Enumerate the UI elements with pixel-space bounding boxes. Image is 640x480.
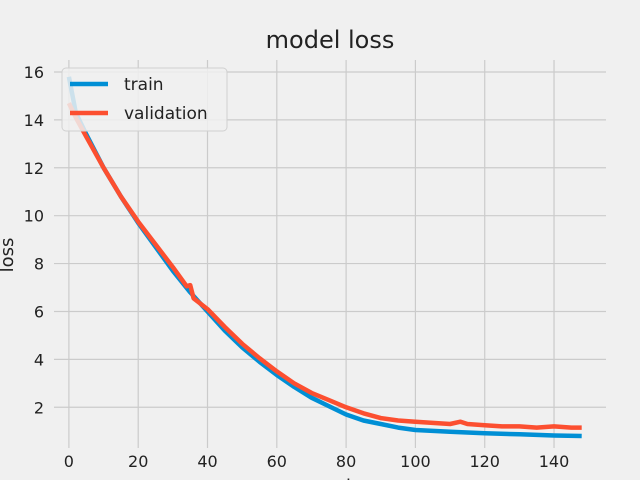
y-tick-label: 2	[34, 398, 44, 417]
y-tick-label: 4	[34, 350, 44, 369]
y-axis-label: loss	[0, 238, 18, 273]
y-tick-label: 16	[24, 63, 44, 82]
chart-title: model loss	[266, 26, 395, 54]
legend: train validation	[61, 67, 228, 132]
x-axis-label: epoch	[303, 476, 358, 480]
y-tick-label: 12	[24, 159, 44, 178]
x-tick-label: 100	[400, 452, 431, 471]
x-tick-label: 60	[267, 452, 287, 471]
y-tick-label: 14	[24, 111, 44, 130]
legend-label-validation: validation	[124, 104, 208, 124]
y-tick-label: 10	[24, 207, 44, 226]
y-ticks: 2 4 6 8 10 12 14 16	[24, 63, 44, 417]
y-tick-label: 6	[34, 302, 44, 321]
x-tick-label: 40	[197, 452, 217, 471]
x-tick-label: 140	[539, 452, 570, 471]
x-tick-label: 80	[336, 452, 356, 471]
legend-label-train: train	[124, 75, 164, 95]
series-line-validation	[66, 102, 582, 430]
x-tick-label: 20	[128, 452, 148, 471]
series-layer	[66, 76, 582, 439]
x-ticks: 0 20 40 60 80 100 120 140	[64, 452, 569, 471]
x-tick-label: 0	[64, 452, 74, 471]
x-tick-label: 120	[469, 452, 500, 471]
y-tick-label: 8	[34, 255, 44, 274]
